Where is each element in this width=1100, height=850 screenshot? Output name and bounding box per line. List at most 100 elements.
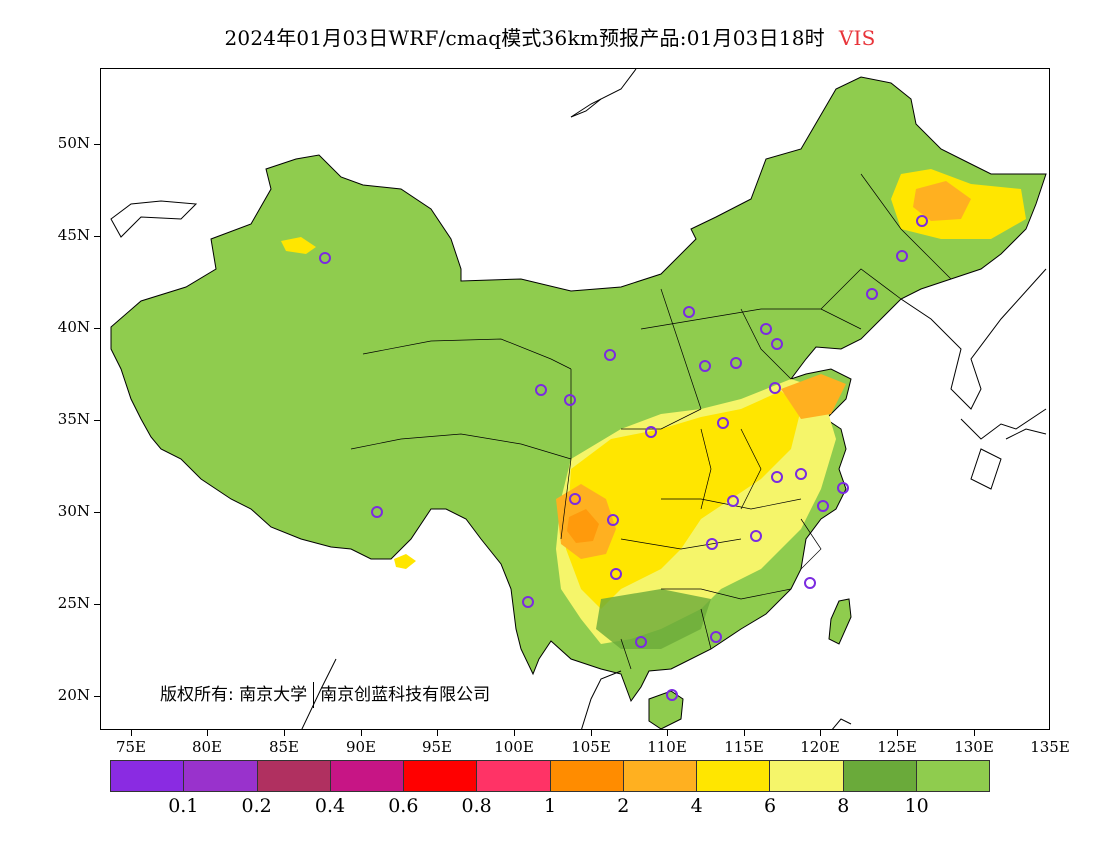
lon-tick bbox=[591, 730, 592, 736]
china-landmass bbox=[110, 76, 1047, 703]
lon-label-100e: 100E bbox=[494, 738, 534, 756]
legend-swatch bbox=[843, 761, 917, 791]
lon-tick bbox=[361, 730, 362, 736]
legend-swatch bbox=[477, 761, 551, 791]
lat-label-35n: 35N bbox=[57, 410, 90, 428]
lat-label-25n: 25N bbox=[57, 594, 90, 612]
lon-label-130e: 130E bbox=[954, 738, 994, 756]
low-vis-tibet bbox=[394, 554, 416, 569]
legend-label: 8 bbox=[837, 795, 850, 817]
lat-tick bbox=[94, 144, 100, 145]
lon-tick bbox=[514, 730, 515, 736]
lon-label-110e: 110E bbox=[647, 738, 687, 756]
station-marker bbox=[771, 338, 783, 350]
station-marker bbox=[769, 382, 781, 394]
lon-tick bbox=[207, 730, 208, 736]
legend-swatch bbox=[697, 761, 771, 791]
color-legend-bar bbox=[110, 760, 990, 792]
lat-label-40n: 40N bbox=[57, 318, 90, 336]
lon-label-135e: 135E bbox=[1030, 738, 1070, 756]
legend-label: 1 bbox=[543, 795, 557, 817]
mid-vis-south bbox=[596, 589, 711, 649]
station-marker bbox=[750, 530, 762, 542]
lon-label-80e: 80E bbox=[191, 738, 223, 756]
copyright-separator bbox=[313, 682, 315, 708]
station-markers bbox=[319, 215, 928, 701]
title-variable: VIS bbox=[838, 26, 876, 50]
legend-label: 0.2 bbox=[241, 795, 272, 817]
legend-swatch bbox=[916, 761, 989, 791]
station-marker bbox=[706, 538, 718, 550]
lat-label-50n: 50N bbox=[57, 134, 90, 152]
map-area[interactable] bbox=[100, 68, 1050, 730]
station-marker bbox=[371, 506, 383, 518]
legend-label: 0.1 bbox=[168, 795, 199, 817]
station-marker bbox=[717, 417, 729, 429]
lon-label-120e: 120E bbox=[800, 738, 840, 756]
station-marker bbox=[699, 360, 711, 372]
lat-label-30n: 30N bbox=[57, 502, 90, 520]
legend-label: 4 bbox=[690, 795, 703, 817]
lat-tick bbox=[94, 420, 100, 421]
lon-label-85e: 85E bbox=[268, 738, 300, 756]
lon-tick bbox=[437, 730, 438, 736]
station-marker bbox=[683, 306, 695, 318]
station-marker bbox=[837, 482, 849, 494]
station-marker bbox=[795, 468, 807, 480]
legend-swatch bbox=[404, 761, 478, 791]
station-marker bbox=[817, 500, 829, 512]
station-marker bbox=[604, 349, 616, 361]
lon-label-75e: 75E bbox=[115, 738, 147, 756]
lon-label-95e: 95E bbox=[421, 738, 453, 756]
station-marker bbox=[804, 577, 816, 589]
lat-tick bbox=[94, 512, 100, 513]
taiwan-island bbox=[828, 598, 852, 645]
station-marker bbox=[916, 215, 928, 227]
legend-label: 2 bbox=[617, 795, 630, 817]
legend-label: 0.6 bbox=[388, 795, 419, 817]
station-marker bbox=[727, 495, 739, 507]
legend-swatch bbox=[330, 761, 404, 791]
lon-label-125e: 125E bbox=[877, 738, 917, 756]
legend-label: 0.8 bbox=[461, 795, 492, 817]
legend-label: 0.4 bbox=[314, 795, 346, 817]
station-marker bbox=[635, 636, 647, 648]
lat-label-20n: 20N bbox=[57, 686, 90, 704]
china-visibility-map bbox=[110, 69, 1047, 729]
station-marker bbox=[569, 493, 581, 505]
lat-tick bbox=[94, 236, 100, 237]
lat-tick bbox=[94, 328, 100, 329]
station-marker bbox=[535, 384, 547, 396]
lon-tick bbox=[131, 730, 132, 736]
station-marker bbox=[610, 568, 622, 580]
lon-label-115e: 115E bbox=[724, 738, 764, 756]
station-marker bbox=[730, 357, 742, 369]
province-boundaries bbox=[350, 173, 952, 670]
station-marker bbox=[564, 394, 576, 406]
copyright-owner-2: 南京创蓝科技有限公司 bbox=[320, 685, 491, 705]
legend-swatch bbox=[623, 761, 697, 791]
map-title: 2024年01月03日WRF/cmaq模式36km预报产品:01月03日18时 V… bbox=[0, 22, 1100, 51]
lon-tick bbox=[667, 730, 668, 736]
lon-tick bbox=[974, 730, 975, 736]
station-marker bbox=[771, 471, 783, 483]
lat-label-45n: 45N bbox=[57, 226, 90, 244]
station-marker bbox=[710, 631, 722, 643]
lon-label-105e: 105E bbox=[571, 738, 611, 756]
legend-swatch bbox=[184, 761, 258, 791]
station-marker bbox=[666, 689, 678, 701]
legend-swatch bbox=[770, 761, 844, 791]
station-marker bbox=[866, 288, 878, 300]
legend-swatch bbox=[550, 761, 624, 791]
copyright-owner-1: 版权所有: 南京大学 bbox=[160, 685, 308, 705]
low-vis-northeast-orange bbox=[913, 181, 971, 221]
lon-tick bbox=[897, 730, 898, 736]
legend-label: 10 bbox=[904, 795, 929, 817]
lat-tick bbox=[94, 604, 100, 605]
lon-tick bbox=[284, 730, 285, 736]
legend-swatch bbox=[111, 761, 185, 791]
copyright-notice: 版权所有: 南京大学 南京创蓝科技有限公司 bbox=[160, 680, 490, 708]
low-vis-yellow-1 bbox=[566, 391, 801, 609]
station-marker bbox=[607, 514, 619, 526]
low-vis-orange-shandong bbox=[781, 374, 846, 419]
